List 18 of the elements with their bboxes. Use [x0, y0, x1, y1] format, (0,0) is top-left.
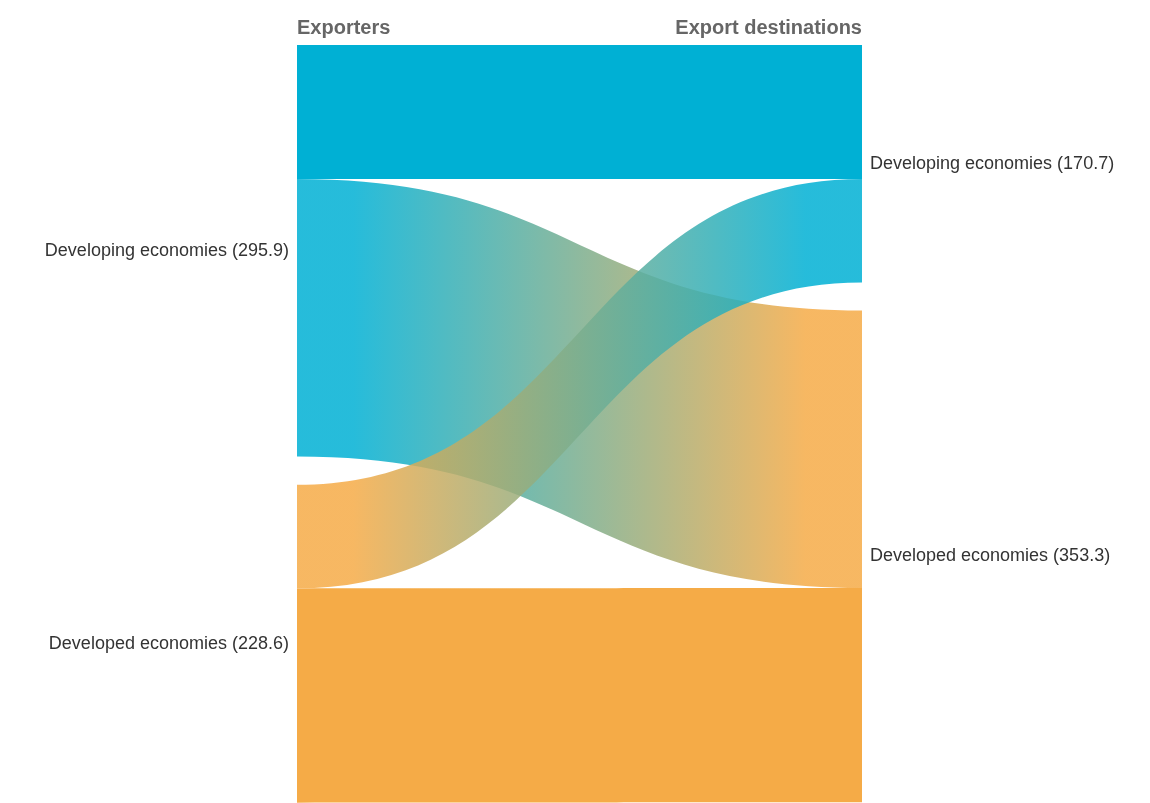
text: )	[283, 239, 290, 260]
category-label: Developing economies	[870, 152, 1058, 173]
text: (	[231, 239, 238, 260]
category-label: Developed economies	[870, 545, 1054, 566]
data-label: 170.7	[1063, 152, 1109, 173]
category-label: Developed economies	[48, 632, 227, 653]
text: Export destinations	[675, 16, 862, 38]
data-label: 228.6	[237, 632, 284, 653]
text: (	[1057, 152, 1064, 173]
text: (	[231, 632, 238, 653]
data-label: 353.3	[1059, 545, 1105, 566]
data-label: 295.9	[237, 239, 284, 260]
text: (	[1053, 545, 1060, 566]
text: )	[283, 632, 290, 653]
text: Exporters	[297, 16, 391, 38]
category-label: Developing economies	[44, 239, 227, 260]
text: )	[1108, 152, 1115, 173]
text: )	[1104, 545, 1111, 566]
